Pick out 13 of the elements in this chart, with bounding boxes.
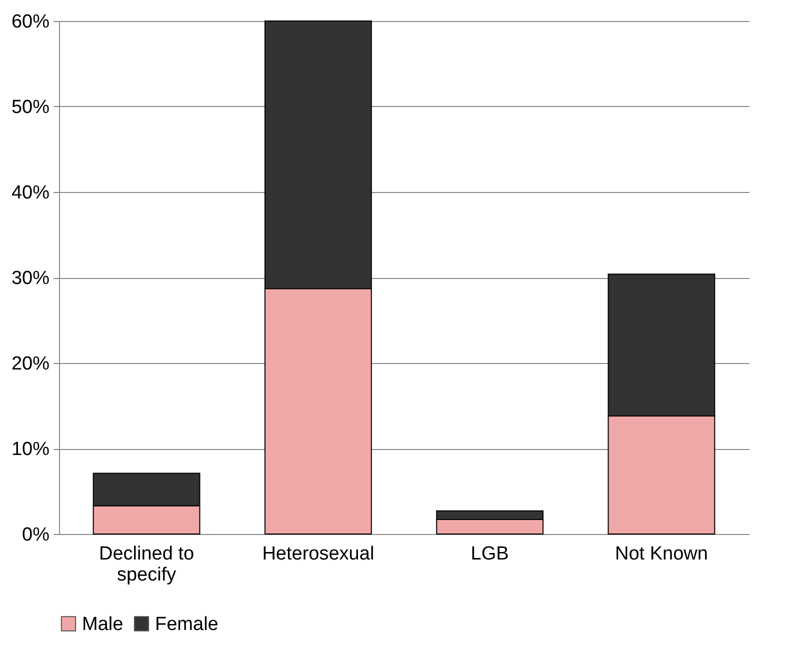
x-tick-label: Declined to specify	[99, 544, 194, 586]
y-tick-label: 20%	[11, 354, 50, 374]
legend-label: Female	[155, 614, 218, 635]
y-tick-label: 10%	[11, 439, 50, 460]
y-tick-label: 40%	[11, 182, 50, 204]
x-tick-label: Not Known	[614, 544, 708, 564]
y-tick-label: 30%	[11, 268, 50, 289]
legend-label: Male	[82, 614, 124, 635]
x-tick-label: Heterosexual	[262, 544, 374, 564]
y-tick-label: 50%	[11, 97, 50, 118]
x-tick-label: LGB	[470, 544, 509, 564]
y-tick-label: 0%	[22, 524, 50, 546]
y-tick-label: 60%	[11, 12, 50, 32]
